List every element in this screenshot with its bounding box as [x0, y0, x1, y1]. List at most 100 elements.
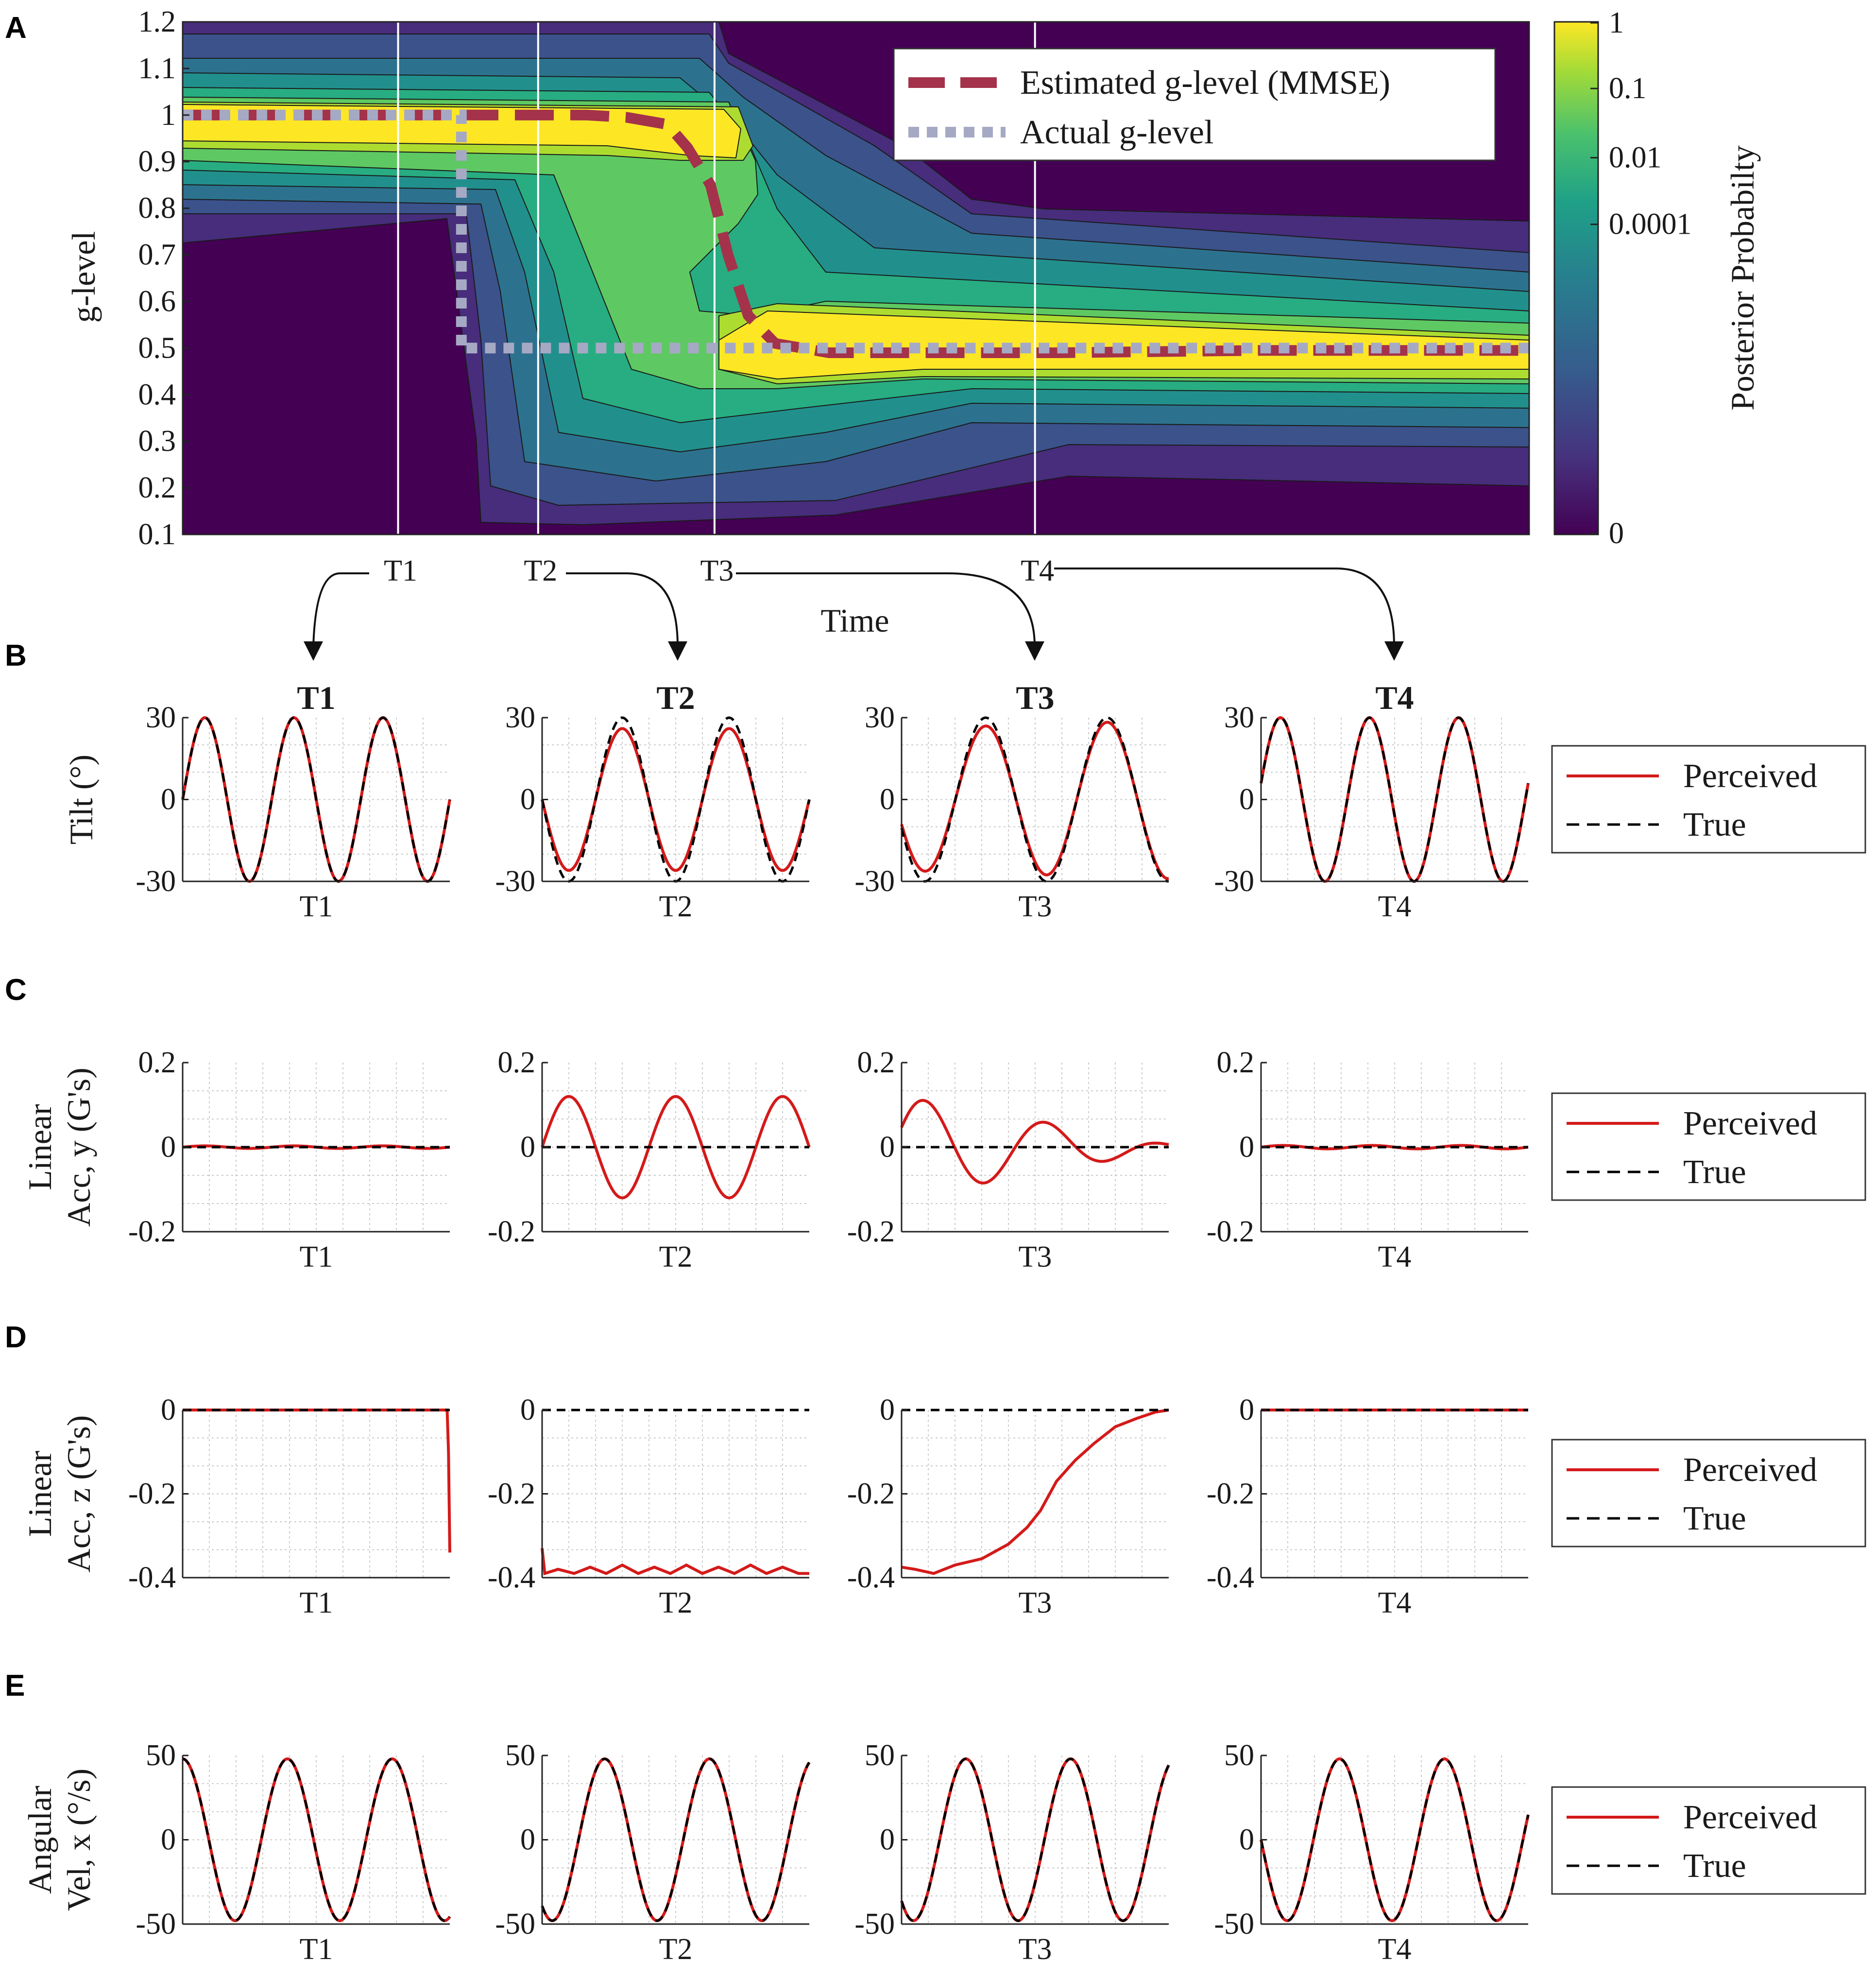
subplot-t1: 50 0 -50 T1	[136, 1739, 451, 1966]
panel-letter-e: E	[5, 1669, 25, 1703]
x-axis-label: T4	[1378, 890, 1412, 923]
contour-band-6	[183, 96, 1529, 389]
subplot-t4: 0.2 0 -0.2 T4	[1207, 1046, 1529, 1273]
x-axis-label: T1	[300, 1586, 333, 1619]
y-tick-label: -0.2	[128, 1215, 176, 1248]
g-level-tick-label: 0.7	[138, 239, 176, 272]
y-tick-label: 0	[161, 1823, 176, 1857]
time-marker-label-t3: T3	[700, 554, 734, 587]
g-level-tick-label: 1.1	[138, 52, 176, 85]
subplot-t2: 0.2 0 -0.2 T2	[488, 1046, 811, 1273]
y-tick-label: -0.2	[488, 1215, 535, 1248]
g-level-tick-label: 0.9	[138, 145, 176, 178]
legend-label-actual: Actual g-level	[1020, 114, 1213, 151]
x-axis-label: T1	[300, 890, 333, 923]
subplot-t4: 30 0 -30 T4 T4	[1214, 679, 1530, 923]
y-tick-label: 0	[520, 1393, 535, 1427]
y-axis-label: Tilt (°)	[63, 755, 100, 844]
g-level-tick-label: 0.6	[138, 285, 176, 318]
colorbar-gradient	[1553, 21, 1599, 535]
y-tick-label: 50	[146, 1739, 176, 1772]
x-axis-label: T1	[300, 1240, 333, 1273]
legend-box	[1551, 745, 1866, 854]
legend-box	[893, 48, 1496, 161]
time-marker-label-t4: T4	[1021, 554, 1054, 587]
x-axis-label: T3	[1019, 1933, 1052, 1966]
x-axis-label: T2	[659, 1240, 693, 1273]
x-axis-label: T4	[1378, 1240, 1412, 1273]
g-level-tick-label: 0.1	[138, 518, 176, 551]
time-marker-label-t1: T1	[384, 554, 417, 587]
y-tick-label: 0	[880, 783, 895, 816]
y-axis-label-line-2: Acc, z (G's)	[60, 1415, 97, 1573]
y-tick-label: -0.4	[1207, 1561, 1254, 1594]
y-axis-label-line-1: Linear	[21, 1450, 58, 1537]
y-tick-label: -50	[1214, 1908, 1254, 1941]
g-level-tick-label: 0.2	[138, 471, 176, 504]
subplot-t1: 0.2 0 -0.2 T1	[128, 1046, 450, 1273]
y-tick-label: -0.2	[1207, 1478, 1254, 1511]
legend-box	[1551, 1439, 1866, 1548]
panel-d: D Linear Acc, z (G's) 0 -0.2 -0.4 T1 0 -0.2 -0.4 T…	[5, 1321, 1866, 1619]
g-level-series	[183, 109, 1529, 358]
panel-letter-c: C	[5, 973, 27, 1007]
y-tick-label: -30	[1214, 865, 1254, 898]
legend-label-perceived: Perceived	[1683, 1799, 1817, 1836]
legend-label-true: True	[1683, 806, 1746, 843]
subplot-title: T2	[656, 679, 695, 716]
subplot-t4: 0 -0.2 -0.4 T4	[1207, 1393, 1528, 1619]
panel-a-heatmap: 0.1 0.2 0.3 0.4 0.5 0.6 0.7 0.8 0.9 1 1.1 1.2 g-lev…	[65, 5, 1761, 661]
panel-b-legend: Perceived True	[1551, 745, 1866, 854]
y-tick-label: 0	[880, 1131, 895, 1164]
y-axis-label-line-1: Linear	[21, 1104, 58, 1190]
subplot-t2: 30 0 -30 T2 T2	[495, 679, 811, 923]
colorbar-tick-label: 1	[1609, 6, 1624, 39]
arrowhead-t2	[668, 641, 687, 661]
panel-a-legend: Estimated g-level (MMSE) Actual g-level	[893, 48, 1496, 161]
heatmap-contours	[183, 22, 1529, 526]
arrow-t3	[736, 572, 1036, 647]
y-tick-label: -0.4	[847, 1561, 895, 1594]
y-tick-label: -0.4	[128, 1561, 176, 1594]
y-tick-label: 50	[505, 1739, 535, 1772]
y-tick-label: 50	[865, 1739, 895, 1772]
g-level-tick-label: 0.8	[138, 192, 176, 225]
y-tick-label: 0	[1239, 1131, 1254, 1164]
colorbar-tick-label: 0.1	[1609, 72, 1647, 105]
legend-label-true: True	[1683, 1847, 1746, 1885]
y-tick-label: 30	[865, 701, 895, 734]
legend-box	[1551, 1786, 1866, 1895]
true-line	[900, 1757, 1170, 1922]
subplot-t1: 30 0 -30 T1 T1	[136, 679, 451, 923]
y-tick-label: -50	[854, 1908, 895, 1941]
perceived-line	[541, 727, 811, 872]
true-line	[541, 1757, 811, 1922]
y-tick-label: 0	[161, 783, 176, 816]
panel-c-legend: Perceived True	[1551, 1092, 1866, 1201]
subplot-t3: 30 0 -30 T3 T3	[854, 679, 1169, 923]
perceived-line	[541, 1095, 811, 1200]
legend-label-perceived: Perceived	[1683, 1105, 1817, 1142]
arrow-t1	[312, 572, 369, 647]
colorbar-tick-label: 0	[1609, 517, 1624, 550]
panel-e: E Angular Vel, x (°/s) 50 0 -50 T1 50 0 -50 T2 50 0 -…	[5, 1669, 1866, 1966]
y-tick-label: 0	[880, 1393, 895, 1427]
g-level-tick-label: 0.3	[138, 425, 176, 458]
subplot-title: T3	[1016, 679, 1054, 716]
x-axis-label: T4	[1378, 1933, 1412, 1966]
y-axis-label-line-2: Vel, x (°/s)	[60, 1769, 97, 1911]
time-marker-labels: T1 T2 T3 T4	[384, 554, 1054, 587]
y-tick-label: -50	[136, 1908, 176, 1941]
y-axis-label-line-1: Angular	[21, 1786, 58, 1894]
x-axis-label: T4	[1378, 1586, 1412, 1619]
y-tick-label: -50	[495, 1908, 535, 1941]
y-tick-label: 0	[1239, 783, 1254, 816]
x-axis-label: T2	[659, 1586, 693, 1619]
subplot-t3: 0 -0.2 -0.4 T3	[847, 1393, 1169, 1619]
estimated-g-level-line	[183, 109, 1529, 358]
x-axis-label: T2	[659, 890, 693, 923]
panel-e-legend: Perceived True	[1551, 1786, 1866, 1895]
